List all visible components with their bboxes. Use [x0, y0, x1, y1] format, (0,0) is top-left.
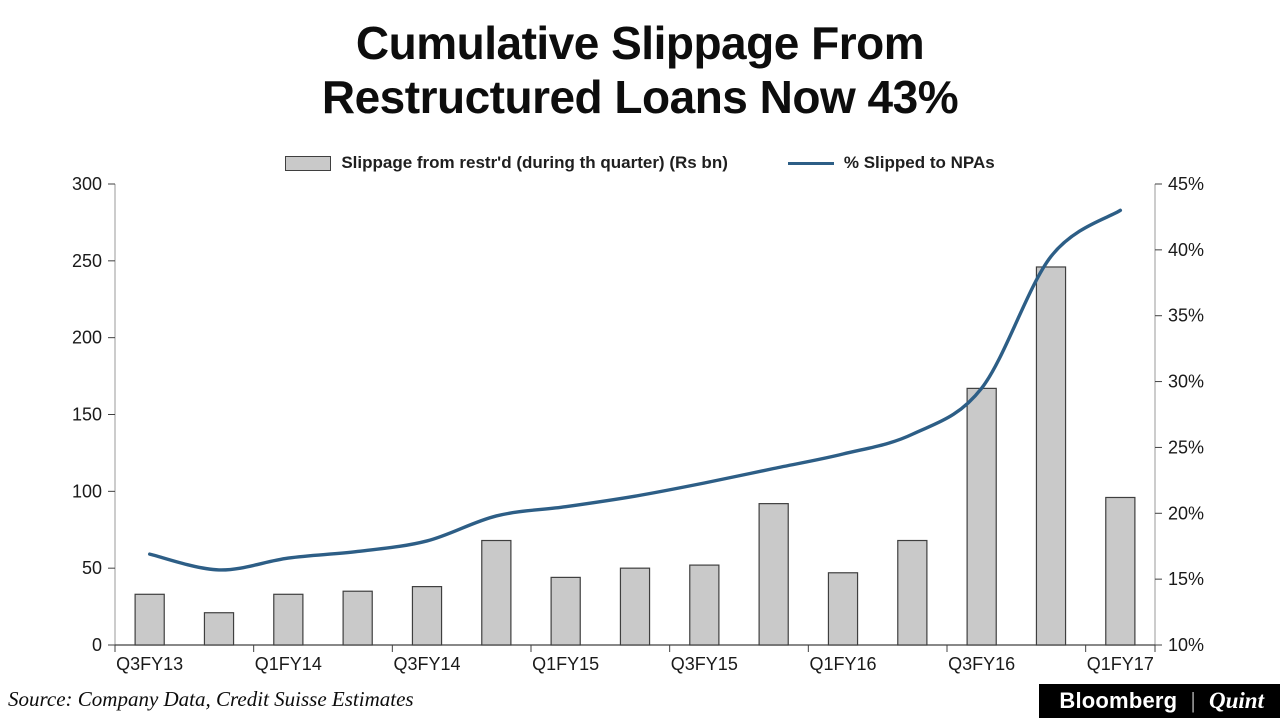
bar — [827, 572, 859, 646]
brand-divider-icon: | — [1190, 688, 1197, 713]
bloomberg-logo: Bloomberg — [1059, 688, 1178, 713]
bar — [619, 567, 651, 646]
right-axis-label: 40% — [1168, 240, 1204, 260]
legend-label-bar-series: Slippage from restr'd (during th quarter… — [341, 153, 728, 172]
left-axis-label: 50 — [82, 558, 102, 578]
chart-title-line2: Restructured Loans Now 43% — [321, 71, 959, 124]
left-axis-label: 300 — [72, 174, 102, 194]
left-axis-label: 200 — [72, 328, 102, 348]
x-axis-label: Q3FY14 — [393, 654, 460, 674]
left-axis-label: 0 — [92, 635, 102, 655]
bar — [273, 593, 304, 646]
left-axis-label: 100 — [72, 481, 102, 501]
legend-label-line-series: % Slipped to NPAs — [843, 153, 995, 172]
bar — [966, 387, 997, 646]
quint-logo: Quint — [1209, 688, 1264, 713]
x-axis-label: Q1FY14 — [255, 654, 322, 674]
chart-legend: Slippage from restr'd (during th quarter… — [0, 153, 1280, 173]
bar — [203, 612, 235, 646]
right-axis-label: 10% — [1168, 635, 1204, 655]
right-axis-label: 45% — [1168, 174, 1204, 194]
right-axis-label: 15% — [1168, 569, 1204, 589]
bar-swatch-icon — [285, 155, 332, 171]
right-axis-label: 30% — [1168, 372, 1204, 392]
npa-percentage-line — [147, 208, 1123, 572]
chart-title: Cumulative Slippage From Restructured Lo… — [0, 16, 1280, 125]
x-axis-label: Q3FY13 — [116, 654, 183, 674]
x-axis-label: Q3FY15 — [671, 654, 738, 674]
chart-title-line1: Cumulative Slippage From — [355, 17, 925, 69]
right-axis-label: 20% — [1168, 503, 1204, 523]
right-axis-label: 35% — [1168, 306, 1204, 326]
x-axis-label: Q1FY15 — [532, 654, 599, 674]
line-swatch-icon — [787, 161, 834, 165]
bar — [481, 539, 512, 646]
bar — [550, 576, 581, 646]
bar — [134, 593, 165, 646]
x-axis-label: Q1FY17 — [1087, 654, 1154, 674]
bar — [689, 564, 720, 646]
bar — [758, 503, 789, 646]
left-axis-label: 250 — [72, 251, 102, 271]
left-axis-label: 150 — [72, 405, 102, 425]
legend-item-line-series: % Slipped to NPAs — [787, 153, 995, 173]
legend-item-bar-series: Slippage from restr'd (during th quarter… — [285, 153, 728, 173]
x-axis-label: Q3FY16 — [948, 654, 1015, 674]
bar — [411, 586, 443, 646]
bar — [342, 590, 373, 646]
bar — [1035, 266, 1067, 646]
right-axis-label: 25% — [1168, 437, 1204, 457]
source-note: Source: Company Data, Credit Suisse Esti… — [8, 687, 414, 711]
x-axis-label: Q1FY16 — [809, 654, 876, 674]
bar — [897, 539, 928, 646]
brand-bar: Bloomberg | Quint — [1039, 684, 1280, 718]
bar — [1105, 496, 1136, 646]
